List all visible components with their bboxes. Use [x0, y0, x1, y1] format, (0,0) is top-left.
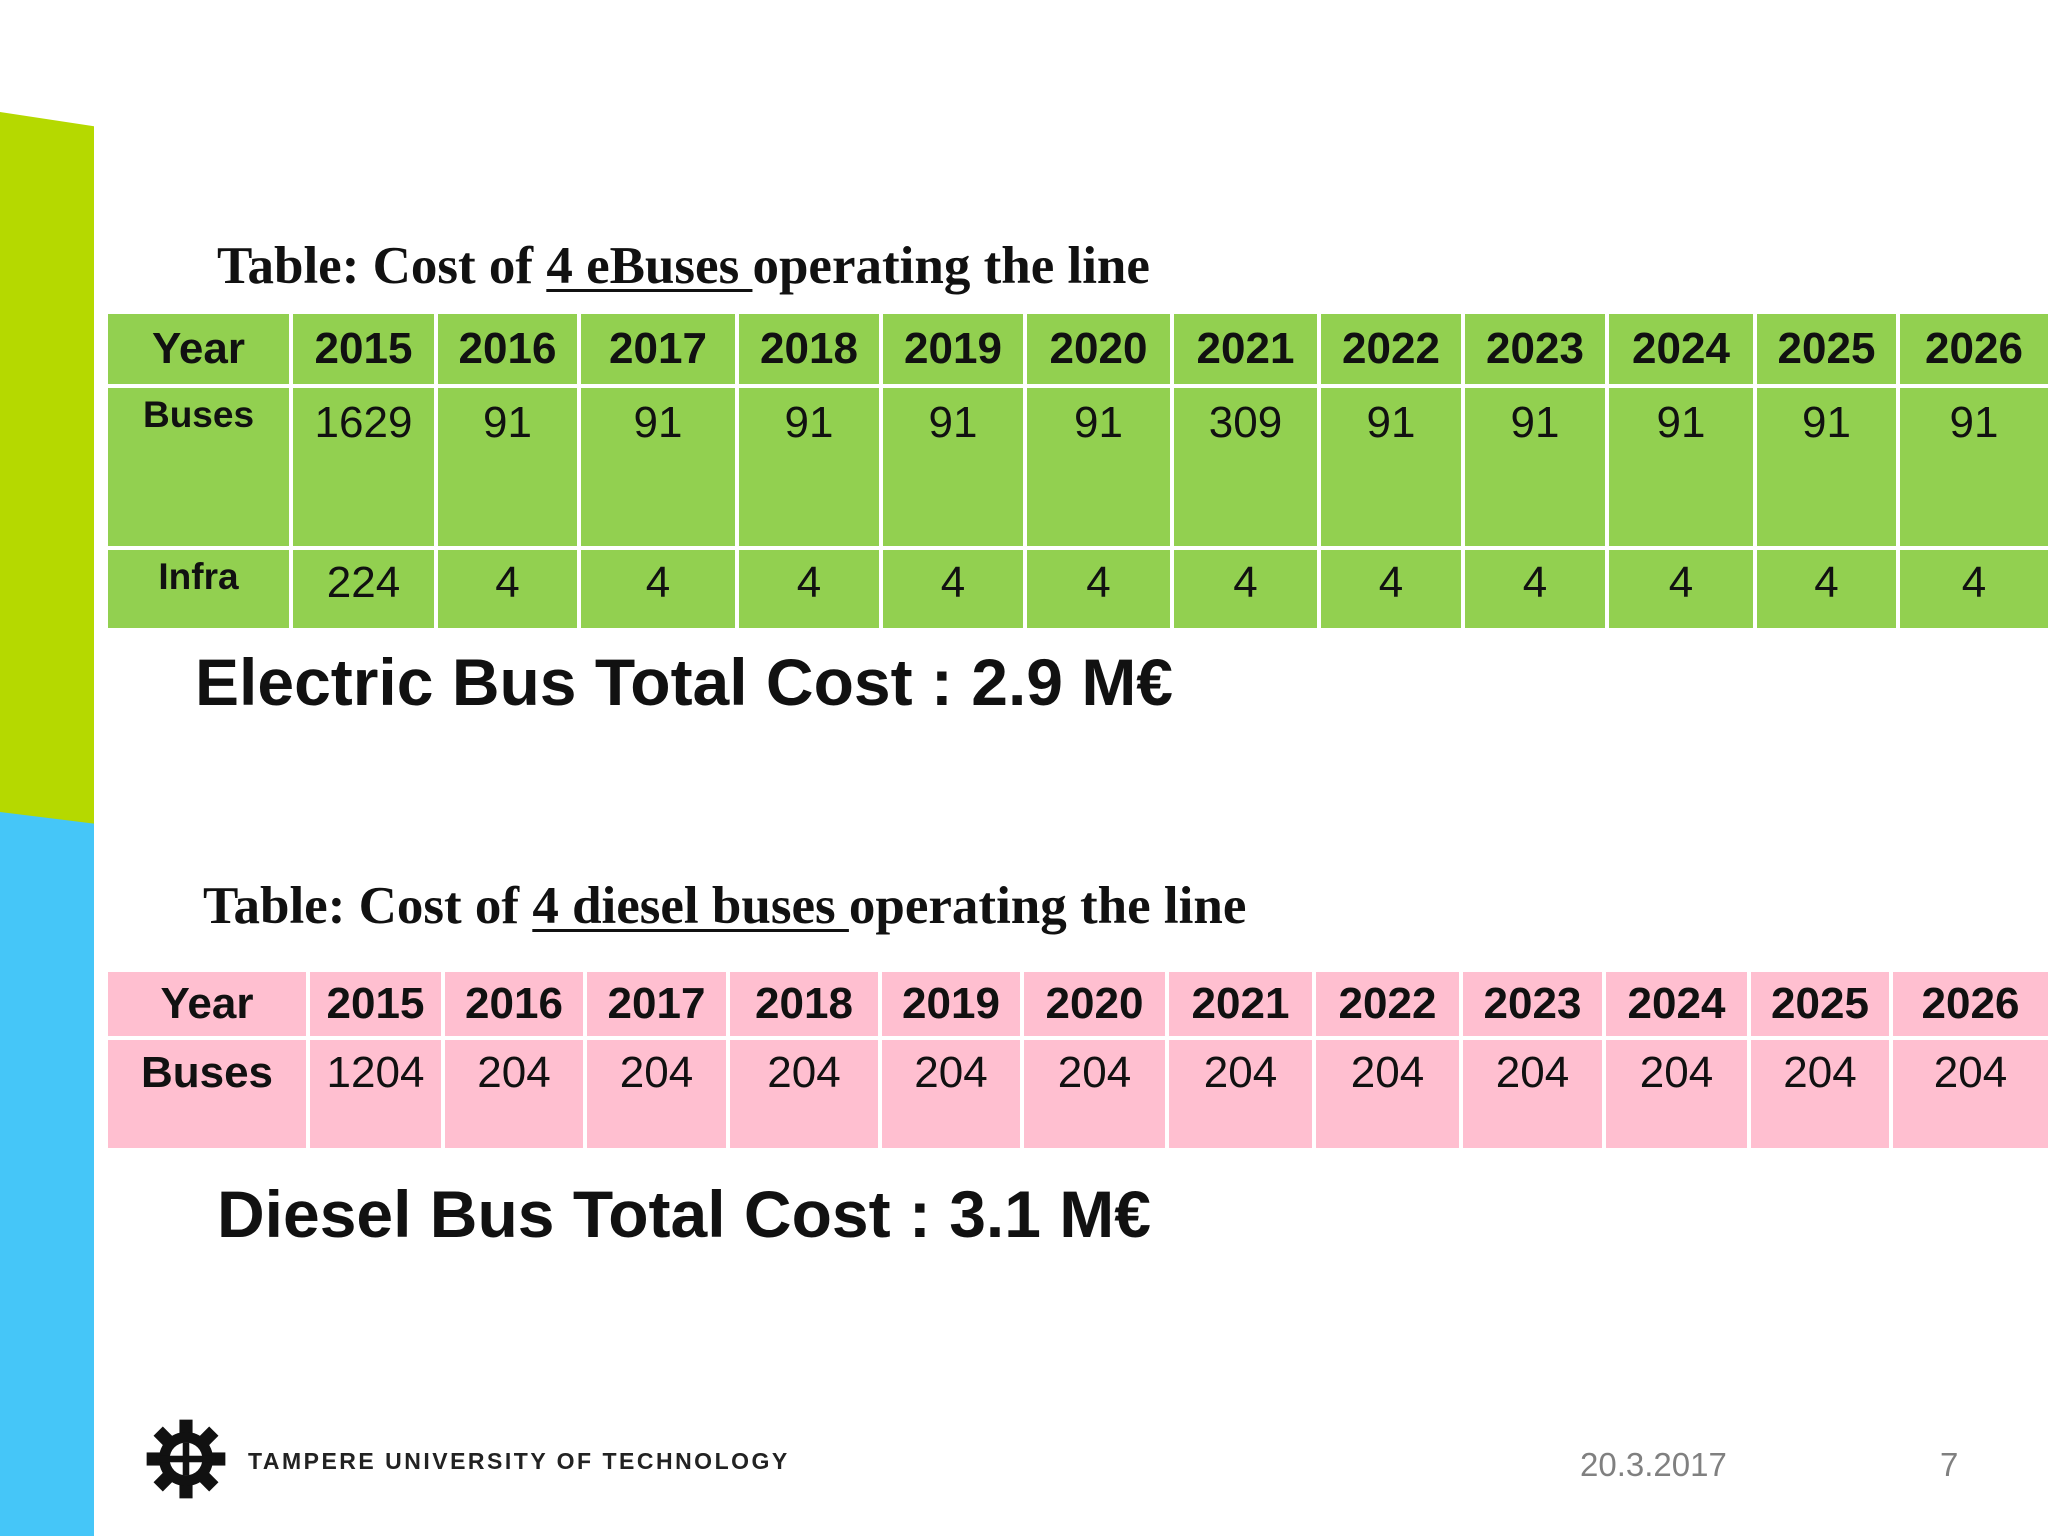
year-cell: 2016 [441, 968, 587, 1040]
cost-cell: 91 [1461, 384, 1609, 550]
cost-cell: 309 [1170, 384, 1321, 550]
cost-cell: 4 [577, 546, 739, 632]
cost-cell: 91 [1317, 384, 1465, 550]
ebus-caption-prefix: Table: Cost of [217, 237, 547, 295]
cost-cell: 1629 [289, 384, 438, 550]
year-cell: 2015 [306, 968, 445, 1040]
diesel-total-cost: Diesel Bus Total Cost : 3.1 M€ [217, 1177, 1151, 1251]
ebus-infra-row: Infra 224 4 4 4 4 4 4 4 4 4 4 4 [104, 546, 2048, 632]
cost-cell: 4 [1753, 546, 1900, 632]
year-cell: 2019 [879, 310, 1027, 388]
cost-cell: 204 [1747, 1036, 1893, 1152]
ebus-buses-row: Buses 1629 91 91 91 91 91 309 91 91 91 9… [104, 384, 2048, 550]
ebus-header-row: Year 2015 2016 2017 2018 2019 2020 2021 … [104, 310, 2048, 388]
diesel-caption-suffix: operating the line [848, 877, 1247, 935]
cost-cell: 91 [1605, 384, 1757, 550]
cost-cell: 4 [1317, 546, 1465, 632]
year-cell: 2018 [726, 968, 882, 1040]
cost-cell: 204 [878, 1036, 1024, 1152]
year-cell: 2025 [1747, 968, 1893, 1040]
buses-label: Buses [104, 1036, 310, 1152]
slide-date: 20.3.2017 [1580, 1446, 1727, 1483]
cost-cell: 91 [1023, 384, 1174, 550]
ebus-caption-emph: 4 eBuses [546, 237, 753, 295]
year-cell: 2017 [577, 310, 739, 388]
cost-cell: 204 [1020, 1036, 1169, 1152]
page-number: 7 [1940, 1446, 1959, 1483]
cost-cell: 204 [1165, 1036, 1316, 1152]
diesel-header-row: Year 2015 2016 2017 2018 2019 2020 2021 … [104, 968, 2048, 1040]
cost-cell: 4 [1461, 546, 1609, 632]
year-cell: 2026 [1889, 968, 2048, 1040]
diesel-caption-prefix: Table: Cost of [203, 877, 533, 935]
cost-cell: 4 [434, 546, 581, 632]
year-cell: 2015 [289, 310, 438, 388]
year-cell: 2020 [1020, 968, 1169, 1040]
gear-icon [146, 1419, 226, 1499]
cost-cell: 91 [577, 384, 739, 550]
cost-cell: 204 [583, 1036, 730, 1152]
cost-cell: 4 [1605, 546, 1757, 632]
cost-cell: 4 [735, 546, 883, 632]
decorative-stripe-blue [0, 812, 94, 1536]
year-cell: 2022 [1317, 310, 1465, 388]
year-label: Year [104, 968, 310, 1040]
cost-cell: 204 [726, 1036, 882, 1152]
cost-cell: 91 [735, 384, 883, 550]
year-label: Year [104, 310, 293, 388]
year-cell: 2019 [878, 968, 1024, 1040]
diesel-table-caption: Table: Cost of 4 diesel buses operating … [203, 876, 1246, 936]
cost-cell: 4 [879, 546, 1027, 632]
year-cell: 2023 [1459, 968, 1606, 1040]
cost-cell: 204 [441, 1036, 587, 1152]
diesel-cost-table: Year 2015 2016 2017 2018 2019 2020 2021 … [104, 968, 2048, 1152]
cost-cell: 91 [1896, 384, 2048, 550]
buses-label: Buses [104, 384, 293, 550]
university-name: TAMPERE UNIVERSITY OF TECHNOLOGY [248, 1448, 790, 1474]
year-cell: 2026 [1896, 310, 2048, 388]
year-cell: 2024 [1605, 310, 1757, 388]
infra-label: Infra [104, 546, 293, 632]
year-cell: 2020 [1023, 310, 1174, 388]
diesel-caption-emph: 4 diesel buses [532, 877, 849, 935]
cost-cell: 91 [434, 384, 581, 550]
ebus-total-cost: Electric Bus Total Cost : 2.9 M€ [195, 645, 1174, 719]
year-cell: 2024 [1602, 968, 1751, 1040]
year-cell: 2018 [735, 310, 883, 388]
cost-cell: 204 [1459, 1036, 1606, 1152]
cost-cell: 204 [1312, 1036, 1463, 1152]
year-cell: 2017 [583, 968, 730, 1040]
cost-cell: 4 [1170, 546, 1321, 632]
cost-cell: 91 [1753, 384, 1900, 550]
year-cell: 2022 [1312, 968, 1463, 1040]
ebus-caption-suffix: operating the line [752, 237, 1150, 295]
decorative-stripe-green [0, 112, 94, 826]
cost-cell: 4 [1896, 546, 2048, 632]
year-cell: 2016 [434, 310, 581, 388]
cost-cell: 4 [1023, 546, 1174, 632]
year-cell: 2025 [1753, 310, 1900, 388]
diesel-buses-row: Buses 1204 204 204 204 204 204 204 204 2… [104, 1036, 2048, 1152]
cost-cell: 204 [1889, 1036, 2048, 1152]
ebus-table-caption: Table: Cost of 4 eBuses operating the li… [217, 236, 1150, 296]
cost-cell: 91 [879, 384, 1027, 550]
cost-cell: 224 [289, 546, 438, 632]
year-cell: 2021 [1170, 310, 1321, 388]
ebus-cost-table: Year 2015 2016 2017 2018 2019 2020 2021 … [104, 310, 2048, 632]
year-cell: 2021 [1165, 968, 1316, 1040]
cost-cell: 1204 [306, 1036, 445, 1152]
year-cell: 2023 [1461, 310, 1609, 388]
cost-cell: 204 [1602, 1036, 1751, 1152]
